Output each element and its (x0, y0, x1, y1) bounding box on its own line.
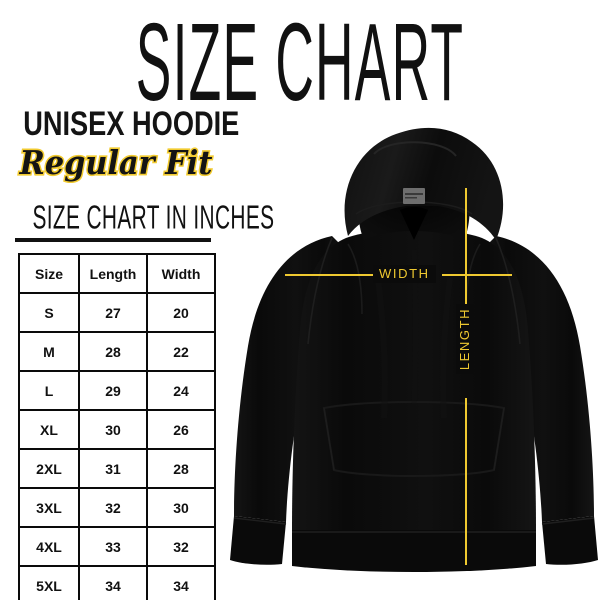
hoodie-illustration (228, 118, 600, 600)
cell-length: 30 (78, 409, 148, 450)
cell-size: S (18, 292, 80, 333)
column-header-length: Length (78, 253, 148, 294)
fabric-fold-center (411, 249, 418, 405)
cell-length: 29 (78, 370, 148, 411)
neck-opening (400, 207, 428, 240)
cell-width: 30 (146, 487, 216, 528)
hoodie-body-group (234, 229, 594, 530)
fabric-fold-left (375, 277, 388, 419)
cell-width: 24 (146, 370, 216, 411)
fabric-fold-right (440, 277, 453, 419)
cell-width: 20 (146, 292, 216, 333)
units-heading: SIZE CHART IN INCHES (32, 199, 275, 237)
column-header-size: Size (18, 253, 80, 294)
cell-length: 34 (78, 565, 148, 600)
cell-size: 3XL (18, 487, 80, 528)
cell-width: 28 (146, 448, 216, 489)
brand-label-line-2 (405, 197, 417, 199)
cell-width: 34 (146, 565, 216, 600)
cell-size: L (18, 370, 80, 411)
size-table: Size Length Width S 27 20 M 28 22 L 29 2… (18, 253, 216, 600)
table-row: 4XL 33 32 (18, 526, 216, 567)
column-header-width: Width (146, 253, 216, 294)
cell-width: 22 (146, 331, 216, 372)
table-row: XL 30 26 (18, 409, 216, 450)
hoodie-torso (292, 229, 536, 530)
cell-size: M (18, 331, 80, 372)
cell-length: 32 (78, 487, 148, 528)
cell-length: 31 (78, 448, 148, 489)
cell-size: 2XL (18, 448, 80, 489)
cell-width: 26 (146, 409, 216, 450)
pocket-left-edge (323, 407, 335, 471)
hood-edge (373, 141, 457, 157)
brand-label-line (405, 193, 423, 195)
right-cuff (542, 516, 598, 565)
table-header-row: Size Length Width (18, 253, 216, 294)
cell-length: 28 (78, 331, 148, 372)
left-cuff (230, 516, 286, 565)
cell-size: XL (18, 409, 80, 450)
cell-size: 4XL (18, 526, 80, 567)
cell-size: 5XL (18, 565, 80, 600)
brand-label-icon (403, 188, 425, 204)
page-title: SIZE CHART (135, 1, 465, 125)
left-cuff-seam (233, 517, 287, 525)
table-row: 3XL 32 30 (18, 487, 216, 528)
units-heading-underline (15, 238, 211, 242)
table-row: 2XL 31 28 (18, 448, 216, 489)
cell-length: 27 (78, 292, 148, 333)
product-name: UNISEX HOODIE (23, 105, 240, 143)
hood-outer (344, 127, 504, 240)
cell-width: 32 (146, 526, 216, 567)
left-armhole-seam (307, 237, 333, 345)
right-cuff-seam (541, 517, 595, 525)
cell-length: 33 (78, 526, 148, 567)
pocket-right-edge (493, 407, 505, 471)
ribbed-hem (292, 530, 536, 572)
table-row: L 29 24 (18, 370, 216, 411)
table-row: 5XL 34 34 (18, 565, 216, 600)
hoodie-svg (230, 127, 598, 572)
table-row: M 28 22 (18, 331, 216, 372)
table-row: S 27 20 (18, 292, 216, 333)
product-fit: Regular Fit (18, 142, 214, 183)
right-armhole-seam (495, 237, 521, 345)
